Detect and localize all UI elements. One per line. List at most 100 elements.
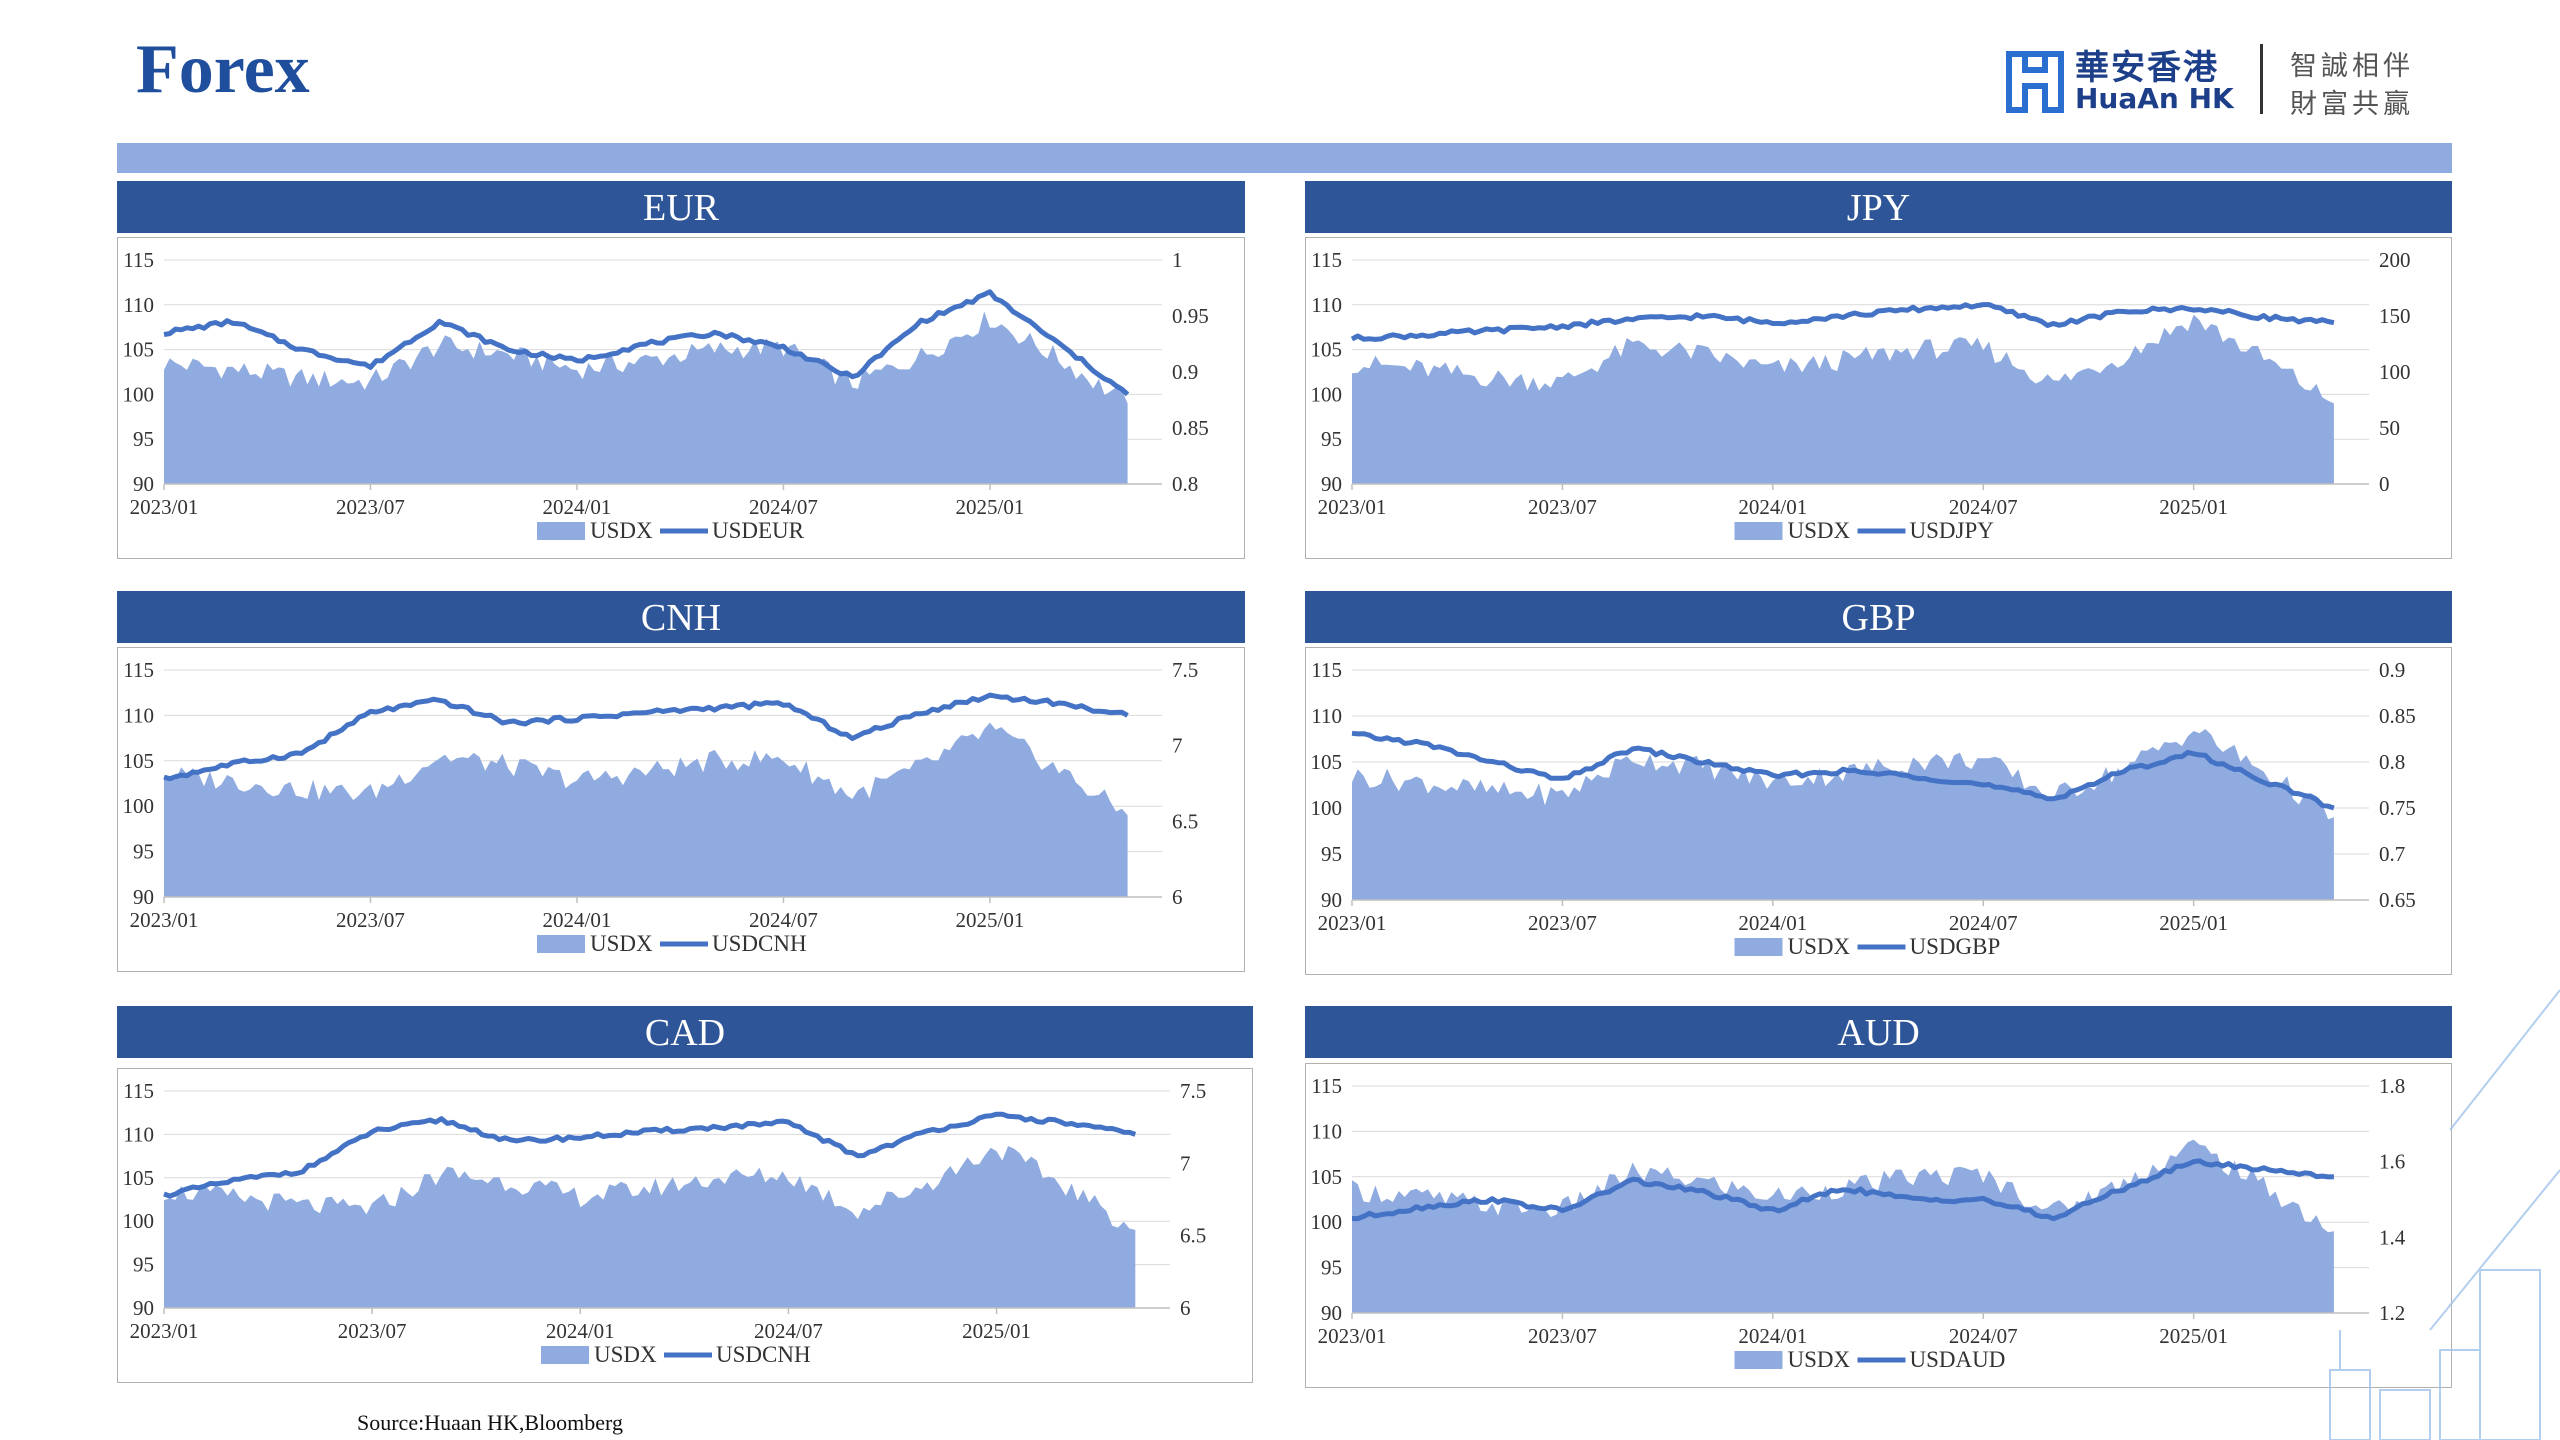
y-right-tick: 1.4 xyxy=(2379,1225,2406,1249)
legend-label-area: USDX xyxy=(1788,1347,1851,1372)
y-left-tick: 110 xyxy=(1311,293,1342,317)
y-right-tick: 50 xyxy=(2379,416,2400,440)
y-left-tick: 115 xyxy=(1311,658,1342,682)
y-left-tick: 100 xyxy=(1311,1210,1343,1234)
y-right-tick: 1.8 xyxy=(2379,1074,2405,1098)
logo-name-en: HuaAn HK xyxy=(2075,82,2234,115)
y-left-tick: 90 xyxy=(133,885,154,909)
legend-label-line: USDCNH xyxy=(716,1342,811,1367)
series-usdx-area xyxy=(164,311,1128,484)
legend-label-area: USDX xyxy=(1788,934,1851,959)
panel-gbp-chart: 115 110 105 100 95 90 0.9 0.85 0.8 0.75 0.7 0.65 202… xyxy=(1305,647,2452,975)
y-left-tick: 100 xyxy=(123,382,155,406)
x-tick-label: 2024/01 xyxy=(543,495,612,519)
eur-chart-svg: 115 110 105 100 95 90 1 0.95 0.9 0.85 0.8 2023/01 20… xyxy=(123,248,1209,543)
panel-jpy-header: JPY xyxy=(1305,181,2452,233)
logo-divider xyxy=(2260,44,2263,114)
x-tick-label: 2023/07 xyxy=(1528,1324,1597,1348)
y-right-tick: 0.65 xyxy=(2379,888,2416,912)
logo-mark-icon xyxy=(2006,51,2064,113)
y-left-tick: 100 xyxy=(1311,382,1343,406)
y-right-tick: 1.6 xyxy=(2379,1150,2405,1174)
panel-aud-chart: 115 110 105 100 95 90 1.8 1.6 1.4 1.2 2023/01 2023/… xyxy=(1305,1063,2452,1388)
y-left-tick: 95 xyxy=(133,1253,154,1277)
y-right-tick: 0.8 xyxy=(1172,472,1198,496)
x-tick-label: 2025/01 xyxy=(956,495,1025,519)
x-tick-label: 2023/07 xyxy=(338,1319,407,1343)
x-tick-label: 2023/01 xyxy=(1318,911,1387,935)
y-left-tick: 105 xyxy=(123,749,155,773)
x-tick-label: 2025/01 xyxy=(2159,911,2228,935)
legend-swatch-area xyxy=(537,522,585,540)
series-usdeur-line xyxy=(163,289,1130,397)
y-left-tick: 95 xyxy=(1321,427,1342,451)
legend-swatch-area xyxy=(1734,938,1783,956)
y-right-tick: 0.7 xyxy=(2379,842,2405,866)
y-left-tick: 105 xyxy=(1311,338,1343,362)
y-right-tick: 6.5 xyxy=(1172,809,1198,833)
legend-label-area: USDX xyxy=(590,518,653,543)
series-usdx-area xyxy=(1352,1139,2334,1313)
gbp-chart-svg: 115 110 105 100 95 90 0.9 0.85 0.8 0.75 0.7 0.65 202… xyxy=(1311,658,2416,959)
y-left-tick: 115 xyxy=(123,1079,154,1103)
y-left-tick: 90 xyxy=(133,1296,154,1320)
y-right-tick: 7 xyxy=(1180,1151,1191,1175)
legend-label-line: USDGBP xyxy=(1910,934,2001,959)
y-right-tick: 6.5 xyxy=(1180,1224,1206,1248)
y-left-tick: 110 xyxy=(123,293,154,317)
y-right-tick: 1.2 xyxy=(2379,1301,2405,1325)
y-left-tick: 110 xyxy=(1311,1119,1342,1143)
panel-cnh-chart: 115 110 105 100 95 90 7.5 7 6.5 6 2023/01 2023/07 20… xyxy=(117,647,1245,972)
aud-chart-svg: 115 110 105 100 95 90 1.8 1.6 1.4 1.2 2023/01 2023/… xyxy=(1311,1074,2406,1372)
y-right-tick: 0.75 xyxy=(2379,796,2416,820)
y-right-tick: 0.8 xyxy=(2379,750,2405,774)
x-tick-label: 2023/01 xyxy=(130,908,199,932)
y-right-tick: 0.85 xyxy=(2379,704,2416,728)
y-right-tick: 0.9 xyxy=(2379,658,2405,682)
x-tick-label: 2023/07 xyxy=(336,908,405,932)
x-tick-label: 2025/01 xyxy=(2159,1324,2228,1348)
y-right-tick: 100 xyxy=(2379,360,2411,384)
x-tick-label: 2023/01 xyxy=(1318,1324,1387,1348)
panel-cad-header: CAD xyxy=(117,1006,1253,1058)
y-right-tick: 7.5 xyxy=(1172,658,1198,682)
series-usdaud-line xyxy=(1351,1158,2334,1222)
series-usdx-area xyxy=(1352,729,2334,900)
panel-eur-chart: 115 110 105 100 95 90 1 0.95 0.9 0.85 0.8 2023/01 20… xyxy=(117,237,1245,559)
legend-label-line: USDCNH xyxy=(712,931,807,956)
source-note: Source:Huaan HK,Bloomberg xyxy=(357,1410,623,1435)
y-left-tick: 95 xyxy=(133,840,154,864)
y-left-tick: 90 xyxy=(1321,472,1342,496)
y-left-tick: 90 xyxy=(1321,888,1342,912)
y-left-tick: 90 xyxy=(1321,1301,1342,1325)
y-right-tick: 6 xyxy=(1172,885,1183,909)
company-logo: 華安香港 HuaAn HK 智誠相伴 財富共贏 xyxy=(2005,40,2425,120)
x-tick-label: 2023/01 xyxy=(1318,495,1387,519)
legend-label-area: USDX xyxy=(1788,518,1851,543)
x-tick-label: 2024/01 xyxy=(1738,495,1807,519)
x-tick-label: 2024/07 xyxy=(1949,911,2018,935)
y-right-tick: 150 xyxy=(2379,304,2411,328)
y-left-tick: 105 xyxy=(123,1166,155,1190)
y-right-tick: 0 xyxy=(2379,472,2390,496)
y-right-tick: 7.5 xyxy=(1180,1079,1206,1103)
x-tick-label: 2024/07 xyxy=(1949,495,2018,519)
series-usdx-area xyxy=(1352,314,2334,484)
y-left-tick: 90 xyxy=(133,472,154,496)
y-left-tick: 115 xyxy=(1311,248,1342,272)
cad-chart-svg: 115 110 105 100 95 90 7.5 7 6.5 6 2023/01 2023/07 20… xyxy=(123,1079,1207,1367)
series-usdgbp-line xyxy=(1351,730,2335,811)
y-left-tick: 115 xyxy=(1311,1074,1342,1098)
logo-slogan-line2: 財富共贏 xyxy=(2290,89,2414,120)
series-usdx-area xyxy=(164,722,1128,897)
legend-swatch-area xyxy=(541,1346,589,1364)
x-tick-label: 2023/07 xyxy=(1528,911,1597,935)
x-tick-label: 2024/07 xyxy=(754,1319,823,1343)
x-tick-label: 2023/01 xyxy=(130,495,199,519)
y-right-tick: 0.9 xyxy=(1172,360,1198,384)
x-tick-label: 2025/01 xyxy=(956,908,1025,932)
y-right-tick: 1 xyxy=(1172,248,1183,272)
y-left-tick: 100 xyxy=(123,1209,155,1233)
x-tick-label: 2024/01 xyxy=(1738,1324,1807,1348)
panel-eur-header: EUR xyxy=(117,181,1245,233)
